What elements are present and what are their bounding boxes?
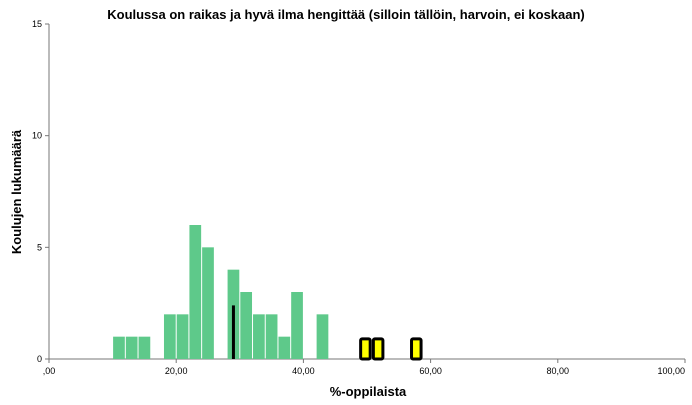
highlighted-bar	[359, 337, 372, 361]
x-axis-label: %-oppilaista	[330, 384, 407, 399]
histogram-bar	[189, 225, 202, 359]
histogram-bar	[202, 247, 214, 359]
histogram-bar	[113, 336, 125, 359]
histogram-bar	[163, 314, 176, 359]
histogram-bar	[125, 336, 138, 359]
plot-area: 0 5 10 15 ,00 20,00 40,00 60,00 80,00 100,00	[32, 19, 686, 376]
histogram-bar	[138, 336, 151, 359]
y-tick-label: 10	[32, 131, 42, 141]
histogram-bar	[265, 314, 278, 359]
x-tick-label: 100,00	[657, 366, 685, 376]
histogram-bar	[253, 314, 265, 359]
y-tick-label: 5	[37, 242, 42, 252]
y-tick-label: 0	[37, 354, 42, 364]
y-axis-label: Koulujen lukumäärä	[9, 129, 24, 254]
chart-title: Koulussa on raikas ja hyvä ilma hengittä…	[107, 7, 585, 22]
histogram-bar	[316, 314, 329, 359]
histogram-bar	[291, 292, 303, 359]
x-tick-label: 80,00	[547, 366, 570, 376]
histogram-bar	[176, 314, 189, 359]
highlighted-bar	[371, 337, 385, 361]
histogram-bar	[240, 292, 253, 359]
y-tick-label: 15	[32, 19, 42, 29]
histogram-bar	[278, 336, 291, 359]
highlighted-bar	[410, 337, 423, 361]
x-tick-label: 40,00	[292, 366, 315, 376]
x-tick-label: 20,00	[165, 366, 188, 376]
x-tick-label: 60,00	[419, 366, 442, 376]
x-tick-label: ,00	[43, 366, 56, 376]
